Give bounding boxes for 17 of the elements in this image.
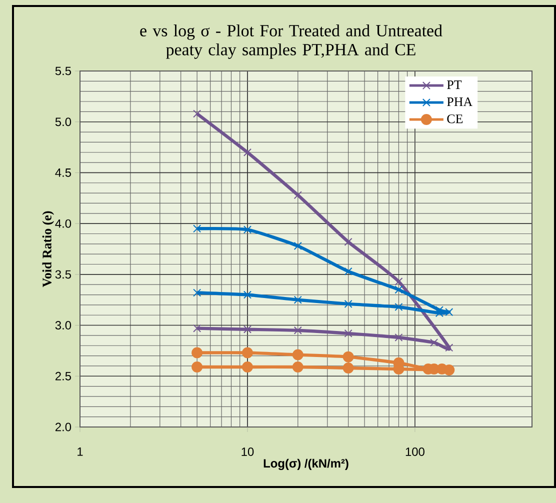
y-tick-label: 2.0 [55,422,72,432]
legend-label: PT [447,80,462,89]
y-axis-title: Void Ratio (e) [42,211,54,288]
y-tick-label: 5.5 [55,66,72,76]
y-tick-label: 2.5 [55,372,72,380]
legend-label: CE [447,114,463,124]
legend-label: PHA [447,97,472,106]
y-tick-label: 4.0 [55,219,72,228]
y-tick-label: 3.0 [55,321,72,330]
y-tick-label: 5.0 [55,118,72,126]
chart-title: e vs log σ - Plot For Treated and Untreated peaty clay samples PT,PHA and CE [140,24,442,59]
y-tick-label: 4.5 [55,168,72,177]
x-axis-title: Log(σ) /(kN/m²) [264,458,348,470]
x-tick-label: 100 [406,448,424,456]
x-tick-label: 10 [242,448,254,456]
y-tick-label: 3.5 [55,270,72,279]
x-tick-label: 1 [78,448,83,456]
